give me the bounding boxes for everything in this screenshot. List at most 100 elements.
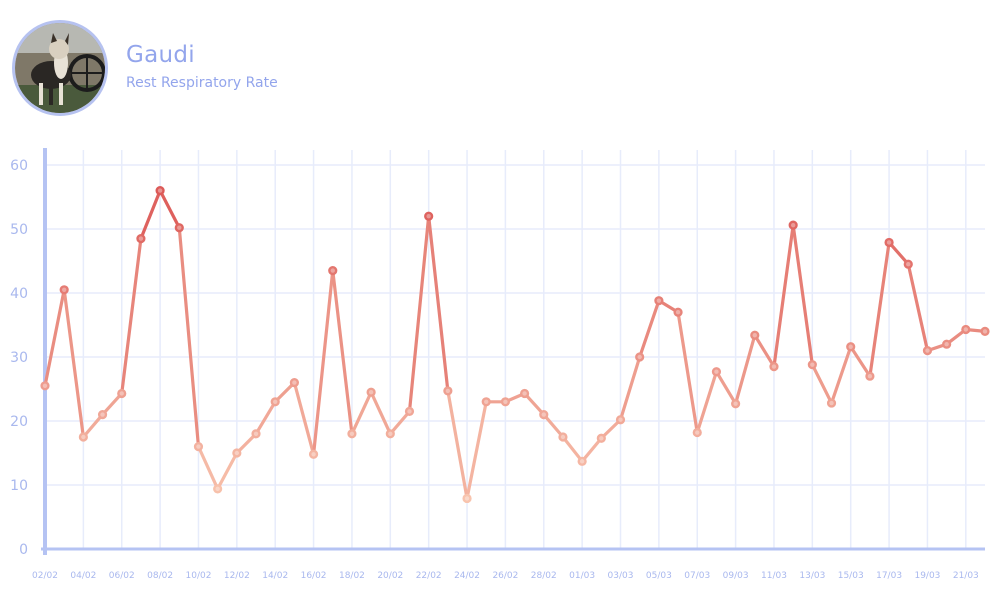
data-point-highlight bbox=[484, 399, 489, 404]
data-point-highlight bbox=[273, 399, 278, 404]
line-segment bbox=[580, 436, 603, 463]
data-point-highlight bbox=[253, 431, 259, 436]
line-segment bbox=[446, 389, 469, 501]
line-segment bbox=[350, 390, 373, 436]
x-tick-label: 18/02 bbox=[339, 571, 365, 581]
data-point-highlight bbox=[906, 262, 911, 267]
line-segment bbox=[100, 391, 124, 417]
data-point-highlight bbox=[886, 240, 892, 245]
line-segment bbox=[216, 451, 239, 491]
data-point-highlight bbox=[695, 430, 700, 435]
x-tick-label: 05/03 bbox=[646, 571, 672, 581]
line-segment bbox=[292, 381, 316, 456]
x-tick-label: 02/02 bbox=[32, 571, 58, 581]
data-point-highlight bbox=[618, 417, 623, 422]
x-tick-label: 01/03 bbox=[569, 571, 595, 581]
line-segment bbox=[542, 413, 565, 439]
data-point bbox=[884, 237, 894, 248]
x-tick-label: 17/03 bbox=[876, 571, 902, 581]
data-point-highlight bbox=[349, 431, 355, 436]
tick-labels: 0 10 20 30 40 50 60 02/02 04/02 06/02 08/02 10/02 12… bbox=[10, 158, 979, 581]
data-point-highlight bbox=[177, 225, 182, 230]
data-point bbox=[424, 211, 434, 221]
x-tick-label: 19/03 bbox=[914, 571, 940, 581]
data-point bbox=[980, 326, 990, 337]
y-tick-label: 10 bbox=[10, 478, 28, 494]
x-tick-label: 21/03 bbox=[953, 571, 979, 581]
line-segment bbox=[906, 262, 930, 353]
data-point bbox=[539, 410, 549, 420]
data-point bbox=[500, 397, 511, 407]
data-point-highlight bbox=[426, 214, 431, 219]
data-point-highlight bbox=[675, 310, 681, 315]
data-point-highlight bbox=[867, 374, 873, 379]
series-line bbox=[43, 189, 987, 501]
data-point-highlight bbox=[541, 412, 546, 417]
data-point-highlight bbox=[119, 391, 124, 396]
line-segment bbox=[254, 400, 277, 436]
line-segment bbox=[561, 435, 584, 463]
line-segment bbox=[695, 370, 719, 435]
x-tick-label: 08/02 bbox=[147, 571, 173, 581]
data-point bbox=[40, 381, 50, 391]
data-point bbox=[711, 367, 722, 377]
line-segment bbox=[638, 299, 661, 359]
data-point bbox=[769, 362, 779, 372]
line-segment bbox=[772, 223, 795, 369]
line-segment bbox=[887, 240, 910, 266]
line-segment bbox=[427, 214, 450, 393]
line-segment bbox=[868, 240, 891, 378]
data-point bbox=[59, 285, 69, 295]
y-tick-label: 30 bbox=[10, 350, 28, 366]
data-point-highlight bbox=[963, 327, 969, 332]
line-segment bbox=[331, 269, 354, 436]
data-point bbox=[519, 388, 530, 399]
data-point bbox=[347, 429, 357, 439]
data-point-highlight bbox=[771, 364, 777, 369]
series-points bbox=[40, 186, 990, 504]
data-point bbox=[577, 456, 587, 466]
line-segment bbox=[829, 345, 853, 405]
line-segment bbox=[849, 345, 872, 378]
data-point-highlight bbox=[330, 268, 335, 273]
data-point bbox=[78, 432, 88, 442]
chart-grid bbox=[45, 150, 985, 549]
data-point bbox=[558, 432, 568, 442]
data-point-highlight bbox=[215, 486, 220, 492]
data-point bbox=[692, 427, 702, 438]
line-segment bbox=[81, 413, 105, 439]
x-tick-label: 16/02 bbox=[301, 571, 327, 581]
data-point-highlight bbox=[829, 400, 834, 406]
data-point bbox=[826, 398, 837, 408]
line-segment bbox=[618, 355, 642, 422]
data-point-highlight bbox=[560, 434, 566, 440]
data-point-highlight bbox=[81, 434, 86, 440]
data-point-highlight bbox=[503, 399, 508, 404]
data-point bbox=[615, 415, 626, 425]
data-point-highlight bbox=[522, 391, 527, 396]
line-segment bbox=[714, 370, 738, 406]
line-segment bbox=[734, 333, 757, 406]
data-point bbox=[750, 330, 760, 340]
data-point bbox=[731, 399, 741, 409]
data-point-highlight bbox=[157, 188, 163, 193]
data-point-highlight bbox=[407, 409, 412, 414]
data-point bbox=[117, 388, 127, 399]
x-tick-label: 22/02 bbox=[416, 571, 442, 581]
line-segment bbox=[791, 223, 814, 367]
data-point-highlight bbox=[292, 380, 297, 385]
x-tick-label: 07/03 bbox=[684, 571, 710, 581]
line-segment bbox=[158, 189, 181, 230]
data-point-highlight bbox=[637, 354, 642, 360]
data-point bbox=[788, 220, 798, 230]
x-tick-label: 20/02 bbox=[377, 571, 403, 581]
chart-axes bbox=[41, 148, 985, 555]
data-point-highlight bbox=[61, 287, 67, 292]
data-point-highlight bbox=[944, 342, 949, 347]
data-point-highlight bbox=[234, 450, 240, 456]
data-point-highlight bbox=[579, 459, 585, 464]
y-tick-label: 40 bbox=[10, 286, 28, 302]
x-tick-label: 04/02 bbox=[70, 571, 96, 581]
data-point bbox=[328, 266, 338, 276]
